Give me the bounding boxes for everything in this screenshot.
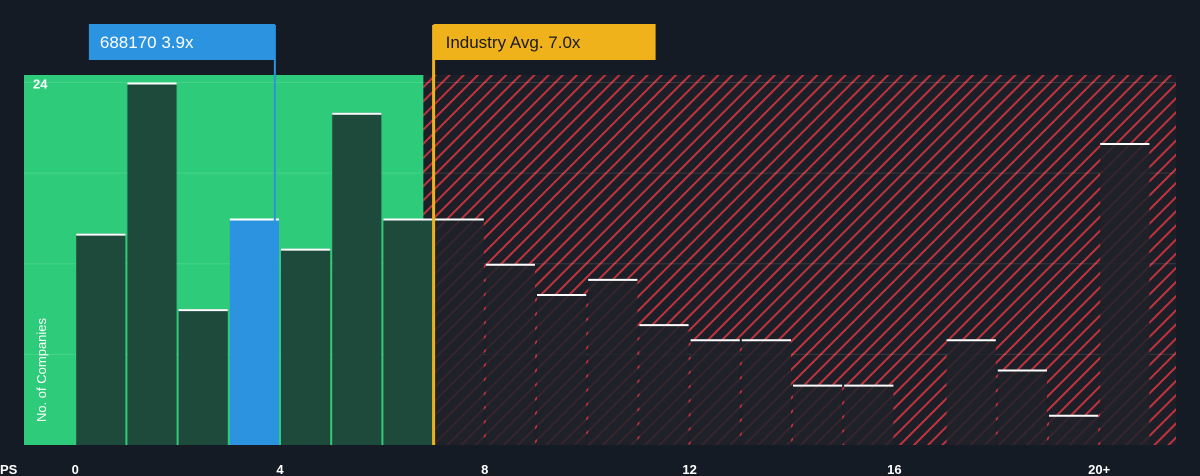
y-tick-label-24: 24 [33,77,48,92]
bar-7 [434,218,484,445]
bar-13 [741,339,791,445]
x-tick-label-4: 4 [276,462,284,476]
bar-14 [793,384,843,445]
bar-0 [76,233,126,445]
callouts: 688170 3.9x Industry Avg. 7.0x [88,24,656,60]
bar-12 [690,339,740,445]
bar-11 [639,324,689,445]
y-axis: 24 No. of Companies [33,77,49,422]
x-tick-label-20+: 20+ [1088,462,1110,476]
bar-20 [1100,142,1150,446]
x-axis-unit: PS [0,462,18,476]
bar-17 [946,339,996,445]
bar-8 [485,263,535,445]
bar-2 [178,309,228,445]
bars-group [76,82,1150,446]
bar-3 [229,218,279,445]
company-callout-label: 688170 3.9x [100,33,194,52]
industry-callout-box [433,24,656,60]
bar-19 [1049,414,1099,445]
x-tick-label-8: 8 [481,462,488,476]
bar-1 [127,82,177,445]
bar-6 [383,218,433,445]
bar-9 [537,293,587,445]
x-tick-label-0: 0 [72,462,79,476]
x-axis: PS 0 4 8 12 16 20+ [0,462,1111,476]
company-callout-box [88,24,275,60]
bar-4 [281,248,331,445]
x-tick-label-16: 16 [887,462,901,476]
marker-lines [273,25,436,445]
y-axis-label: No. of Companies [34,317,49,422]
bar-18 [997,369,1047,445]
bar-15 [844,384,894,445]
bar-10 [588,278,638,445]
x-tick-label-12: 12 [682,462,696,476]
bar-5 [332,112,382,446]
industry-callout-label: Industry Avg. 7.0x [446,33,581,52]
